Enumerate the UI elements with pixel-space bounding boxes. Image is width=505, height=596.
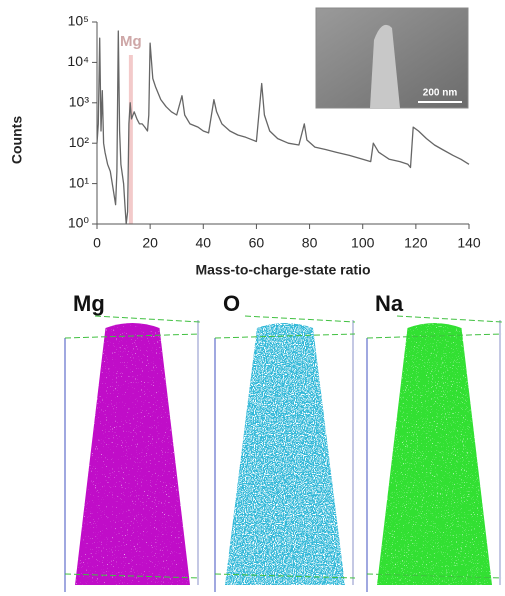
x-tick-label: 0 <box>93 235 101 251</box>
box-edge <box>366 573 503 579</box>
map-label: Mg <box>73 291 105 316</box>
atom-map: Na <box>366 291 503 592</box>
atom-map: O <box>214 291 356 592</box>
atom-cloud <box>377 323 492 585</box>
scale-label: 200 nm <box>423 88 458 99</box>
x-tick-label: 100 <box>351 235 375 251</box>
x-tick-label: 60 <box>249 235 265 251</box>
y-tick-label: 10⁰ <box>68 215 90 231</box>
highlight-band <box>128 55 133 224</box>
annotation-label: Mg <box>120 33 142 50</box>
x-tick-label: 120 <box>404 235 428 251</box>
box-edge <box>366 333 503 339</box>
box-edge <box>214 573 356 579</box>
box-edge <box>94 315 201 323</box>
map-label: Na <box>375 291 404 316</box>
sem-inset: 200 nm <box>315 7 469 109</box>
y-tick-label: 10² <box>69 134 90 150</box>
y-tick-label: 10¹ <box>69 174 90 190</box>
y-tick-label: 10³ <box>69 94 90 110</box>
box-edge <box>64 573 201 579</box>
box-edge <box>64 333 201 339</box>
spectrum-line <box>96 30 470 225</box>
atom-cloud <box>225 323 345 585</box>
x-tick-label: 140 <box>457 235 481 251</box>
box-edge <box>396 315 503 323</box>
map-label: O <box>223 291 240 316</box>
y-tick-label: 10⁴ <box>67 53 89 69</box>
inset-tip <box>370 24 400 108</box>
atom-cloud <box>75 323 190 585</box>
box-edge <box>244 315 356 323</box>
atom-map: Mg <box>64 291 201 592</box>
y-axis-title: Counts <box>9 116 25 164</box>
x-tick-label: 80 <box>302 235 318 251</box>
x-tick-label: 20 <box>142 235 158 251</box>
x-tick-label: 40 <box>195 235 211 251</box>
box-edge <box>214 333 356 339</box>
x-axis-title: Mass-to-charge-state ratio <box>195 262 370 278</box>
y-tick-label: 10⁵ <box>68 13 89 29</box>
